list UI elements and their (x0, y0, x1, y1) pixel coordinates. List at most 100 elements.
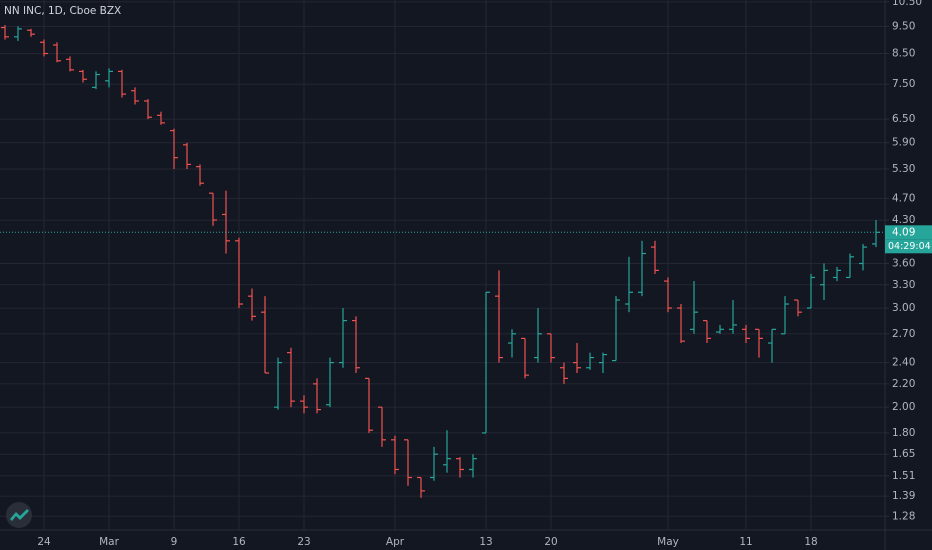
x-tick-label: 9 (171, 536, 178, 548)
ohlc-bar (92, 71, 100, 90)
ohlc-bar (313, 378, 321, 414)
y-tick-label: 1.51 (892, 470, 915, 482)
ohlc-bar (560, 362, 568, 384)
ohlc-bar (612, 296, 620, 362)
y-tick-label: 4.30 (892, 214, 915, 226)
y-tick-label: 5.90 (892, 137, 915, 149)
ohlc-bar (209, 192, 217, 226)
ohlc-bar (625, 256, 633, 313)
x-tick-label: 23 (297, 536, 310, 548)
ohlc-bar (40, 39, 48, 57)
ohlc-bar (66, 56, 74, 72)
ohlc-bar (742, 324, 750, 344)
ohlc-bar (339, 308, 347, 368)
ohlc-bar (14, 26, 22, 41)
ohlc-bar (547, 333, 555, 363)
y-tick-label: 2.00 (892, 401, 915, 413)
ohlc-bar (274, 357, 282, 410)
x-tick-label: 13 (479, 536, 492, 548)
y-tick-label: 8.50 (892, 48, 915, 60)
ohlc-bar (846, 253, 854, 279)
ohlc-bar (196, 164, 204, 186)
ohlc-bar (378, 406, 386, 447)
ohlc-bar (534, 308, 542, 363)
ohlc-bar (144, 99, 152, 120)
ohlc-bar (235, 237, 243, 309)
x-tick-label: Apr (386, 536, 405, 548)
ohlc-bar (326, 357, 334, 408)
y-tick-label: 1.39 (892, 490, 915, 502)
ohlc-bar (53, 42, 61, 63)
y-tick-label: 2.20 (892, 378, 915, 390)
y-tick-label: 6.50 (892, 113, 915, 125)
ohlc-bar (820, 263, 828, 301)
ohlc-bar (261, 296, 269, 374)
x-tick-label: 16 (232, 536, 246, 548)
ohlc-bar (469, 454, 477, 478)
y-tick-label: 10.50 (892, 0, 922, 8)
countdown-box (885, 239, 932, 254)
x-tick-label: 20 (544, 536, 557, 548)
ohlc-bar (118, 69, 126, 98)
ohlc-bar (664, 277, 672, 313)
ohlc-bar (352, 316, 360, 374)
logo[interactable] (6, 502, 32, 528)
last-price-label: 4.09 (892, 226, 915, 238)
ohlc-bar (508, 329, 516, 358)
y-tick-label: 1.65 (892, 448, 915, 460)
axes: 10.50 9.50 8.50 7.50 6.50 5.90 5.30 4.70 4.30 3.6… (37, 0, 932, 548)
ohlc-bar (586, 352, 594, 370)
last-price-box (885, 225, 932, 240)
ohlc-bar (287, 347, 295, 408)
ohlc-bar (521, 337, 529, 379)
ohlc-bar (768, 328, 776, 363)
x-tick-label: May (657, 536, 679, 548)
y-tick-label: 3.60 (892, 257, 915, 269)
x-tick-label: 11 (739, 536, 752, 548)
ohlc-bar (482, 291, 490, 434)
ohlc-bar (638, 240, 646, 297)
ohlc-bar (404, 439, 412, 486)
y-tick-label: 2.70 (892, 328, 915, 340)
y-tick-label: 3.30 (892, 279, 915, 291)
ohlc-bar (131, 87, 139, 105)
y-tick-label: 3.00 (892, 302, 915, 314)
y-tick-label: 9.50 (892, 20, 915, 32)
ohlc-bar (105, 68, 113, 88)
ohlc-bar (859, 243, 867, 271)
ohlc-bar (417, 476, 425, 498)
ohlc-bar (781, 296, 789, 335)
y-tick-label: 4.70 (892, 192, 915, 204)
y-tick-label: 1.80 (892, 427, 915, 439)
ohlc-bar (833, 266, 841, 282)
ohlc-bar (703, 320, 711, 344)
ohlc-bar (222, 190, 230, 254)
ohlc-bar (651, 240, 659, 274)
ohlc-bar (456, 457, 464, 478)
ohlc-bar (365, 377, 373, 433)
ohlc-bar (599, 352, 607, 374)
x-tick-label: 18 (804, 536, 817, 548)
ohlc-bar (157, 111, 165, 125)
ohlc-bar (443, 430, 451, 473)
ohlc-bar (716, 324, 724, 334)
ohlc-bar (248, 288, 256, 321)
ohlc-bar (300, 395, 308, 414)
ohlc-bar (807, 273, 815, 309)
ohlc-bar (573, 343, 581, 374)
ohlc-bar (170, 128, 178, 169)
ohlc-bar (1, 25, 9, 40)
ohlc-bar (755, 328, 763, 358)
ohlc-bar (391, 435, 399, 475)
ohlc-bar (794, 299, 802, 317)
ohlc-bar (690, 281, 698, 334)
ohlc-bar (430, 446, 438, 481)
x-tick-label: Mar (99, 536, 119, 548)
countdown-label: 04:29:04 (888, 241, 931, 252)
ohlc-bar (183, 142, 191, 169)
ohlc-bar (677, 304, 685, 344)
ohlc-bar (495, 270, 503, 363)
logo-icon[interactable] (10, 509, 29, 521)
